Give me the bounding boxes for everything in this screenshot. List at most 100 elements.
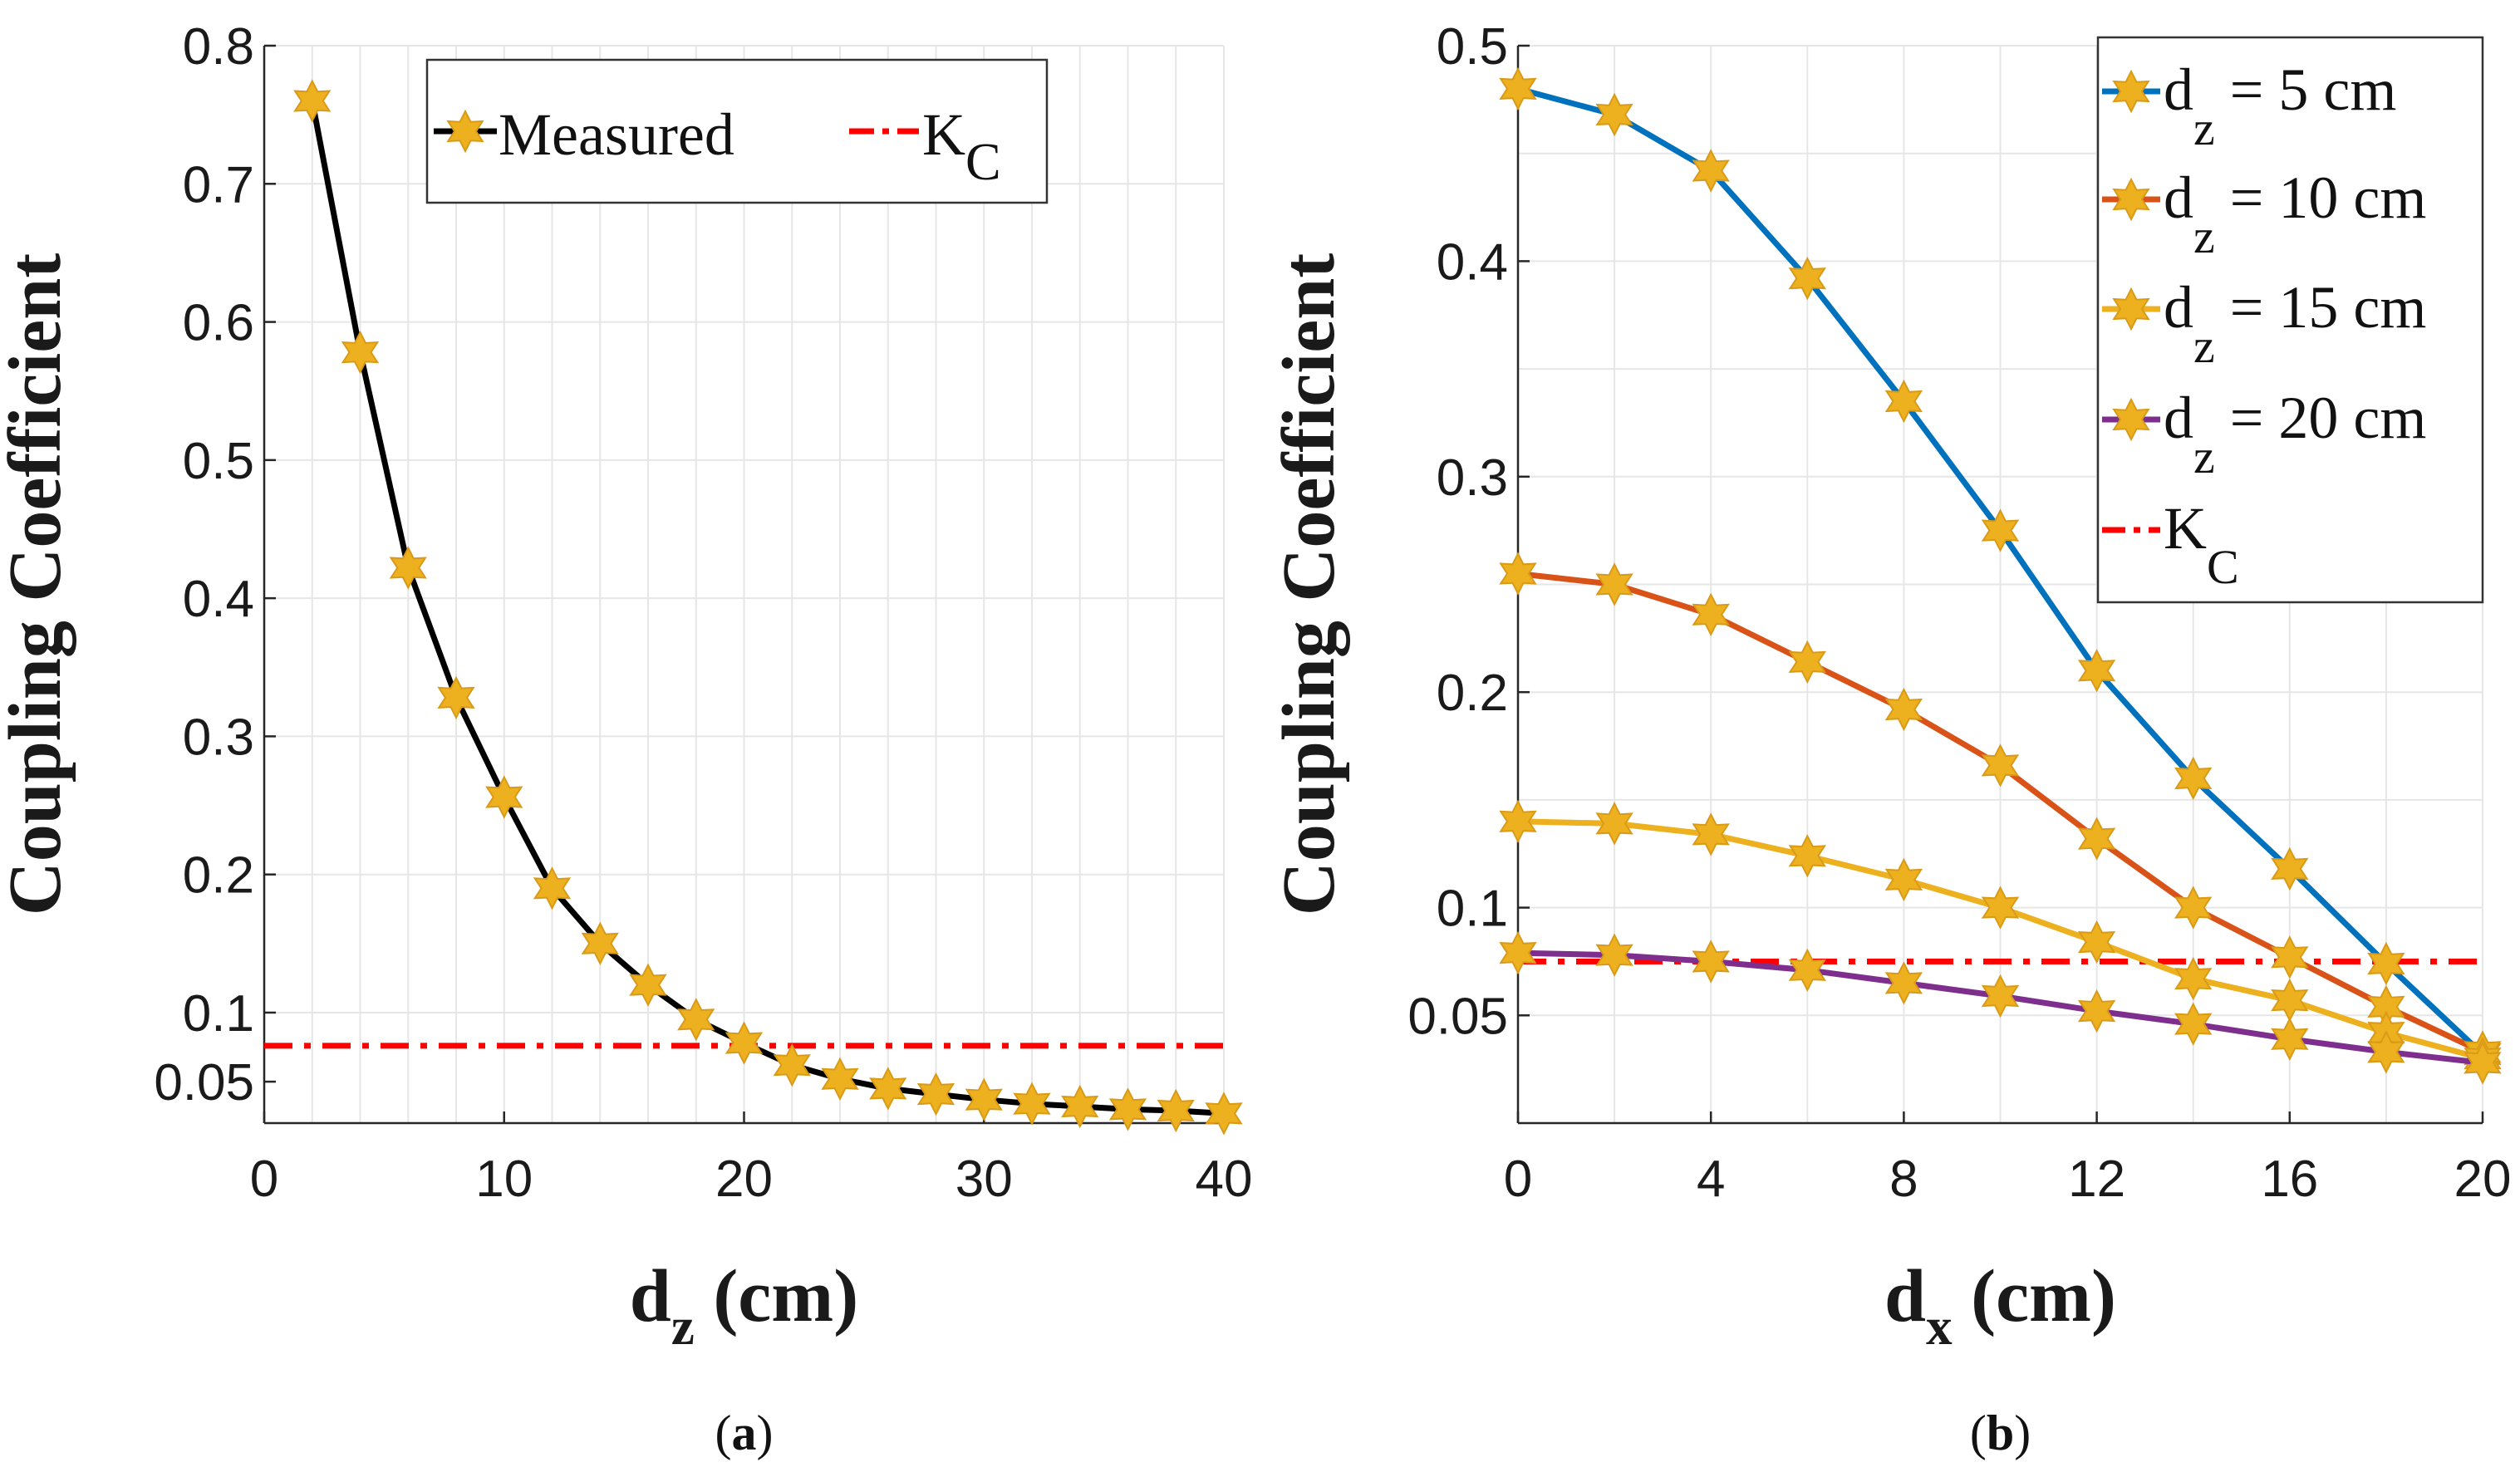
chart-b-data-point <box>1692 940 1730 984</box>
chart-a-x-axis-label-rest: (cm) <box>695 1255 858 1337</box>
chart-a-data-point <box>389 546 427 590</box>
chart-b-legend-label-main-2: d <box>2164 274 2193 341</box>
chart-b-data-point <box>1884 857 1923 902</box>
chart-a-caption-letter: a <box>732 1406 757 1460</box>
chart-a-y-tick-label: 0.2 <box>183 847 254 905</box>
chart-b-data-point <box>1788 948 1827 992</box>
chart-a-x-tick-label: 30 <box>955 1151 1013 1208</box>
chart-b-y-tick-label: 0.2 <box>1437 665 1508 722</box>
chart-a-y-tick-label: 0.5 <box>183 433 254 490</box>
chart-b-legend-label-main-4: K <box>2164 495 2207 562</box>
chart-b-data-point <box>1884 687 1923 732</box>
chart-b-caption-open: ( <box>1970 1406 1987 1460</box>
chart-a-legend: Measured KC <box>425 58 1049 204</box>
chart-b-x-tick-label: 0 <box>1504 1151 1532 1208</box>
chart-a: 0 10 20 30 40 0.05 0.1 0.2 0.3 0.4 0.5 0.6 0.7 0.8 Cou… <box>0 18 1252 1460</box>
chart-b-y-tick-label: 0.4 <box>1437 233 1508 291</box>
chart-a-data-point <box>773 1043 811 1087</box>
chart-b-legend-label-3: dz = 20 cm <box>2164 385 2426 483</box>
chart-a-x-axis-label-sub: z <box>671 1298 695 1356</box>
chart-a-y-tick-label: 0.4 <box>183 571 254 628</box>
chart-a-data-point <box>821 1057 859 1102</box>
chart-b-x-axis-label: dx (cm) <box>1884 1255 2116 1356</box>
chart-b-data-point <box>2077 920 2116 964</box>
chart-b-data-point <box>2174 886 2213 930</box>
chart-b-x-tick-label: 8 <box>1889 1151 1918 1208</box>
chart-a-x-tick-label: 40 <box>1196 1151 1253 1208</box>
chart-b-data-point <box>1981 886 2020 930</box>
chart-b-data-point <box>2077 649 2116 693</box>
chart-a-y-axis-label: Coupling Coefficient <box>0 253 76 916</box>
chart-b-legend-label-main-1: d <box>2164 164 2193 231</box>
chart-b-data-point <box>1595 802 1633 846</box>
chart-b-y-tick-label: 0.1 <box>1437 881 1508 938</box>
chart-a-data-point <box>965 1077 1003 1121</box>
chart-a-data-point <box>581 921 619 965</box>
chart-a-y-tick-label: 0.05 <box>154 1054 254 1111</box>
chart-a-data-point <box>1061 1084 1099 1129</box>
chart-b-data-point <box>1981 974 2020 1018</box>
chart-a-legend-label-kc-main: K <box>922 101 965 168</box>
chart-a-data-point <box>485 775 523 819</box>
chart-a-x-tick-label: 10 <box>475 1151 533 1208</box>
chart-b-legend-label-rest-1: = 10 cm <box>2215 164 2427 231</box>
chart-b-data-point <box>1499 930 1537 975</box>
chart-a-caption-close: ) <box>757 1406 774 1460</box>
chart-b-data-point <box>1788 257 1827 301</box>
chart-b-data-point <box>2367 1030 2405 1074</box>
chart-b-y-tick-label: 0.05 <box>1407 988 1508 1045</box>
chart-b-data-point <box>1499 66 1537 111</box>
chart-a-y-tick-label: 0.3 <box>183 709 254 766</box>
chart-b-x-axis-label-rest: (cm) <box>1953 1255 2116 1337</box>
chart-a-data-point <box>293 79 332 123</box>
chart-b-y-tick-label: 0.5 <box>1437 18 1508 76</box>
chart-b-legend-label-2: dz = 15 cm <box>2164 274 2426 373</box>
chart-a-data-point <box>1108 1087 1147 1131</box>
chart-a-data-point <box>341 330 380 375</box>
chart-b-data-point <box>2174 756 2213 801</box>
chart-a-x-tick-label: 0 <box>250 1151 278 1208</box>
chart-b-legend-marker-0 <box>2112 69 2150 114</box>
chart-b-data-point <box>1595 562 1633 606</box>
chart-a-data-point <box>1205 1092 1243 1136</box>
chart-a-data-point <box>725 1021 764 1065</box>
chart-a-x-axis-label-main: d <box>630 1255 671 1337</box>
chart-b-data-point <box>2077 817 2116 861</box>
chart-b-x-tick-label: 20 <box>2454 1151 2512 1208</box>
chart-b-data-point <box>1981 508 2020 552</box>
chart-a-legend-marker-measured <box>446 109 484 154</box>
chart-b-data-point <box>2077 989 2116 1033</box>
chart-b-data-point <box>2174 1002 2213 1046</box>
chart-b-data-point <box>1788 834 1827 878</box>
chart-a-data-point <box>677 998 715 1042</box>
chart-b-y-tick-label: 0.3 <box>1437 449 1508 507</box>
chart-b-legend-label-main-0: d <box>2164 56 2193 123</box>
chart-b: 0 4 8 12 16 20 0.05 0.1 0.2 0.3 0.4 0.5 Coupling Coe… <box>1268 18 2511 1460</box>
chart-a-caption-open: ( <box>715 1406 732 1460</box>
chart-b-data-point <box>1595 933 1633 977</box>
chart-a-y-tick-label: 0.1 <box>183 985 254 1043</box>
chart-b-legend-label-sub-2: z <box>2193 319 2215 373</box>
chart-b-legend-label-sub-1: z <box>2193 209 2215 263</box>
chart-b-legend-label-sub-0: z <box>2193 101 2215 155</box>
chart-b-legend-label-main-3: d <box>2164 385 2193 451</box>
chart-b-data-point <box>1788 640 1827 684</box>
chart-b-x-axis-label-main: d <box>1884 1255 1926 1337</box>
chart-b-legend-label-sub-4: C <box>2207 540 2239 594</box>
chart-a-grid <box>263 45 1225 1123</box>
chart-a-legend-label-kc-sub: C <box>965 132 1001 191</box>
chart-b-data-point <box>2174 957 2213 1001</box>
chart-b-y-axis-label: Coupling Coefficient <box>1268 253 1350 916</box>
chart-b-data-point <box>2271 846 2309 891</box>
chart-a-data-point <box>916 1072 955 1116</box>
chart-a-data-point <box>869 1067 907 1111</box>
chart-b-data-point <box>2271 935 2309 979</box>
chart-b-data-point <box>1981 743 2020 788</box>
chart-b-legend-box <box>2096 36 2484 604</box>
chart-b-data-point <box>2271 1017 2309 1061</box>
chart-a-data-point <box>1013 1082 1051 1126</box>
chart-b-data-point <box>1692 149 1730 193</box>
chart-b-legend-marker-1 <box>2112 177 2150 222</box>
